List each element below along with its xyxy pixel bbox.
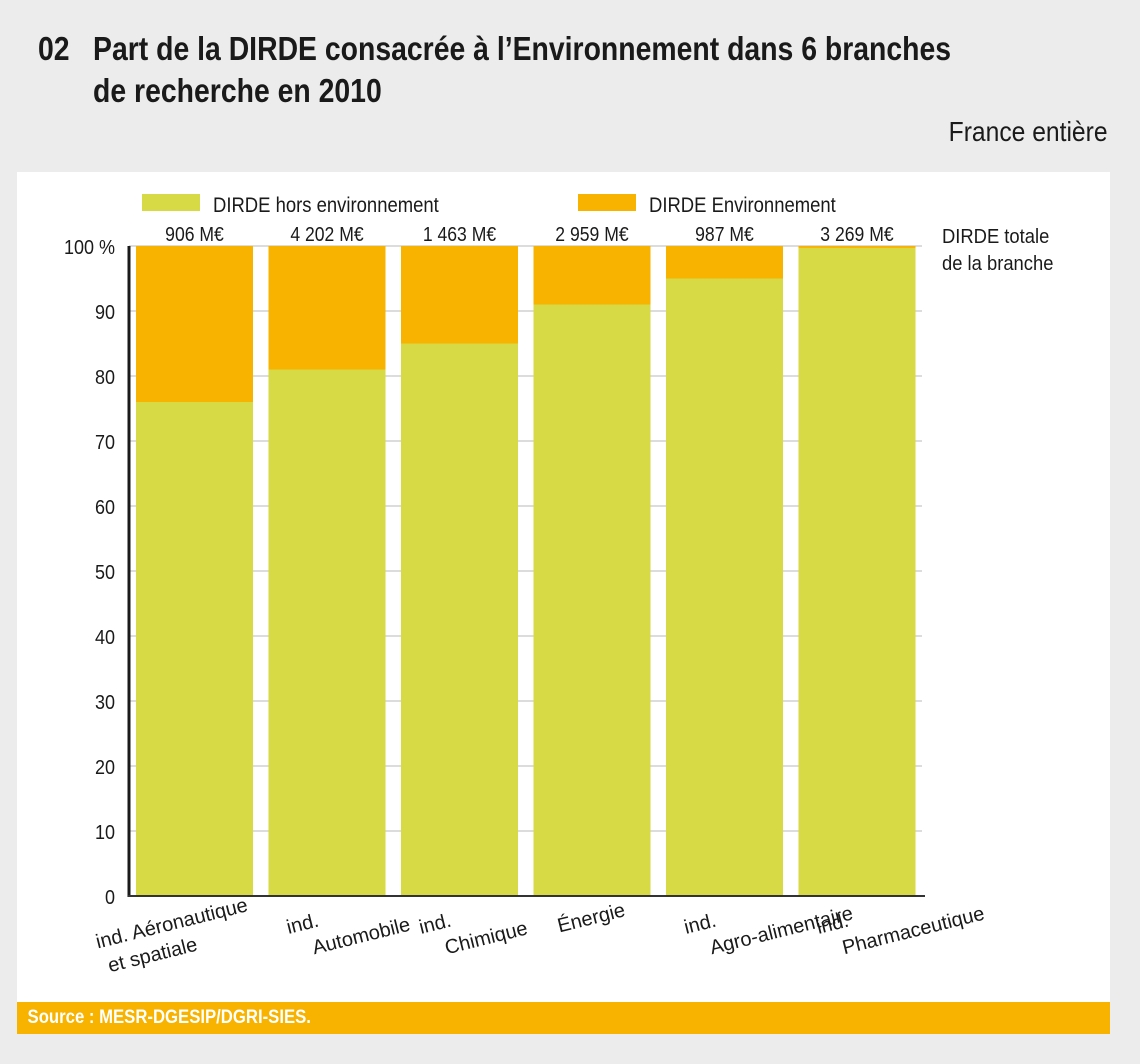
figure-number: 02 xyxy=(38,30,70,67)
x-tick-label-line: Chimique xyxy=(443,917,530,959)
x-tick-label-line: ind. xyxy=(417,910,454,939)
bar-total-label: 1 463 M€ xyxy=(423,223,497,245)
source-bar: Source : MESR-DGESIP/DGRI-SIES. xyxy=(17,1002,1110,1034)
y-tick-label: 10 xyxy=(95,822,115,844)
x-tick-label: Énergie xyxy=(555,898,627,937)
y-tick-label: 40 xyxy=(95,627,115,649)
title-line-2: de recherche en 2010 xyxy=(93,72,382,109)
bar-segment-hors-environnement xyxy=(268,369,386,896)
bars xyxy=(136,246,916,896)
chart-title: 02 Part de la DIRDE consacrée à l’Environ… xyxy=(38,28,951,112)
legend-swatch-environnement xyxy=(578,194,636,211)
bar-segment-hors-environnement xyxy=(533,304,651,896)
x-tick-label-line: Énergie xyxy=(555,898,627,937)
stacked-bar-chart: 0 10 20 30 40 50 60 70 80 90 100 % ind. Aéronautiq… xyxy=(64,194,1053,977)
axes xyxy=(127,246,925,897)
bar-total-label: 2 959 M€ xyxy=(555,223,629,245)
y-tick-label: 20 xyxy=(95,757,115,779)
legend-label: DIRDE Environnement xyxy=(649,194,836,217)
total-caption-line: DIRDE totale xyxy=(942,226,1049,248)
y-tick-label: 50 xyxy=(95,562,115,584)
bar-segment-hors-environnement xyxy=(798,247,916,896)
y-tick-label: 70 xyxy=(95,432,115,454)
source-text: Source : MESR-DGESIP/DGRI-SIES. xyxy=(27,1007,311,1028)
total-caption: DIRDE totale de la branche xyxy=(942,226,1053,275)
y-tick-label: 60 xyxy=(95,497,115,519)
bar-segment-hors-environnement xyxy=(401,343,518,896)
y-tick-label: 100 % xyxy=(64,237,115,259)
y-tick-label: 90 xyxy=(95,302,115,324)
y-tick-label: 0 xyxy=(105,887,115,909)
x-tick-label-line: Automobile xyxy=(310,914,412,960)
title-line-1: Part de la DIRDE consacrée à l’Environne… xyxy=(93,30,952,67)
bar-total-label: 4 202 M€ xyxy=(290,223,364,245)
bar-segment-environnement xyxy=(666,246,783,279)
geographic-scope: France entière xyxy=(949,116,1108,147)
legend: DIRDE hors environnement DIRDE Environnem… xyxy=(142,194,836,217)
legend-label: DIRDE hors environnement xyxy=(213,194,439,217)
bar-segment-environnement xyxy=(268,246,386,370)
grid-lines xyxy=(129,245,922,832)
x-tick-label-line: Pharmaceutique xyxy=(840,903,987,960)
bar-total-labels: 906 M€ 4 202 M€ 1 463 M€ 2 959 M€ 987 M€ 3 26… xyxy=(165,223,894,245)
y-tick-label: 30 xyxy=(95,692,115,714)
bar-total-label: 3 269 M€ xyxy=(820,223,894,245)
bar-segment-environnement xyxy=(401,246,518,344)
bar-segment-environnement xyxy=(533,246,651,305)
chart-panel: 0 10 20 30 40 50 60 70 80 90 100 % ind. Aéronautiq… xyxy=(17,172,1110,1002)
bar-segment-hors-environnement xyxy=(666,278,783,896)
x-tick-label-line: ind. xyxy=(284,910,321,939)
bar-total-label: 906 M€ xyxy=(165,223,224,245)
bar-total-label: 987 M€ xyxy=(695,223,754,245)
x-tick-label: ind.Chimique xyxy=(417,910,530,960)
bar-segment-hors-environnement xyxy=(136,402,253,896)
bar-segment-environnement xyxy=(136,246,253,402)
y-tick-labels: 0 10 20 30 40 50 60 70 80 90 100 % xyxy=(64,237,115,909)
y-tick-label: 80 xyxy=(95,367,115,389)
x-tick-label: ind.Automobile xyxy=(284,910,412,960)
legend-swatch-hors-environnement xyxy=(142,194,200,211)
bar-segment-environnement xyxy=(798,246,916,248)
x-tick-label-line: ind. xyxy=(682,910,719,939)
total-caption-line: de la branche xyxy=(942,253,1053,275)
